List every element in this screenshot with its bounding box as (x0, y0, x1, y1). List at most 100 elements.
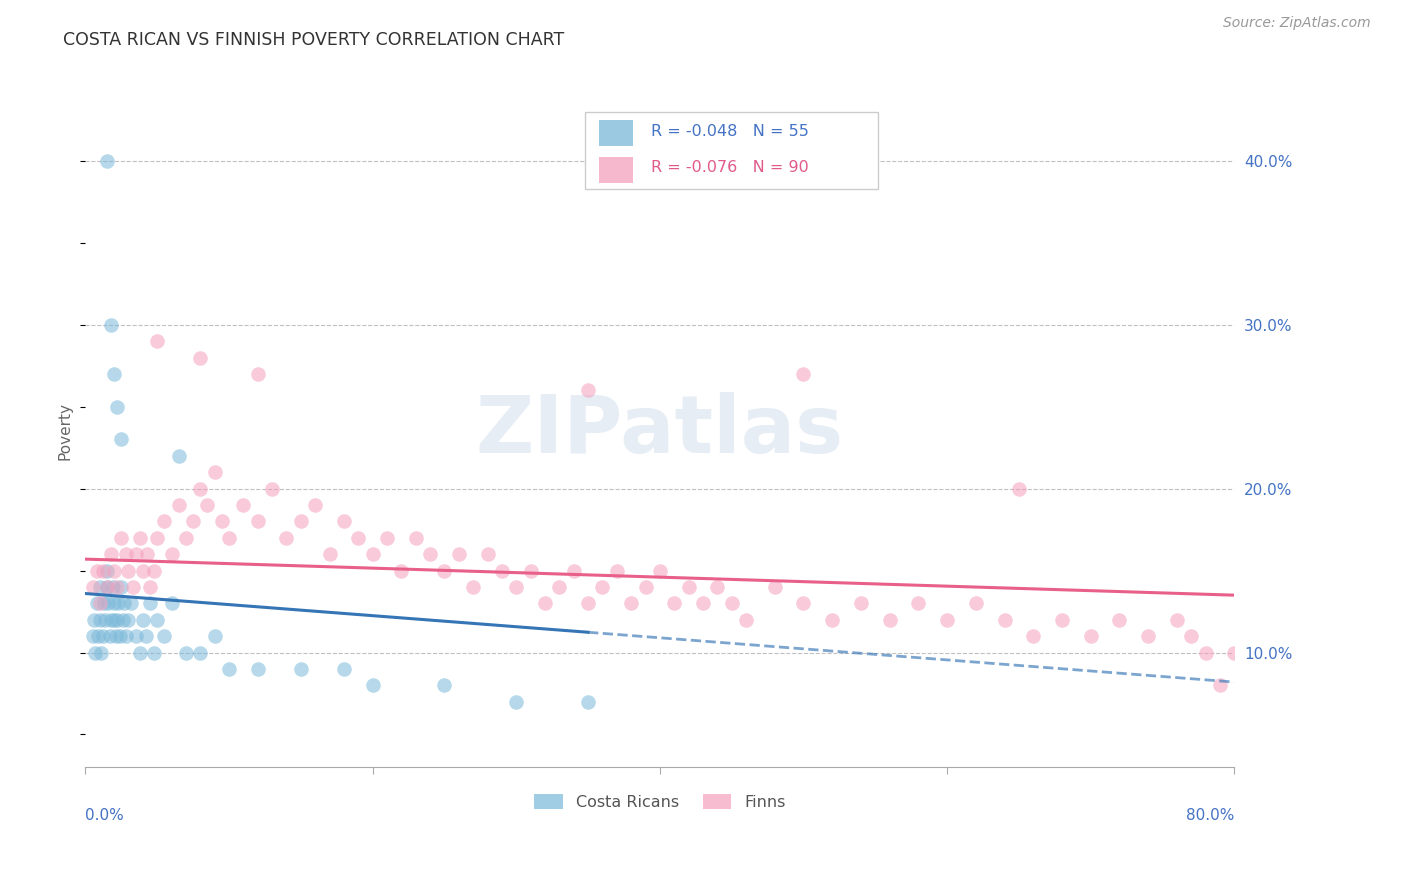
Point (1022, 629, 1045, 643)
Point (107, 596, 129, 610)
Point (361, 678, 384, 692)
Point (519, 564, 541, 578)
Point (491, 564, 513, 578)
Point (188, 646, 211, 660)
Point (505, 695, 527, 709)
Point (136, 547, 159, 561)
Bar (585, 112, 879, 189)
Point (218, 531, 240, 545)
Point (89, 596, 111, 610)
Point (167, 498, 190, 512)
Point (96, 564, 118, 578)
Point (87, 629, 110, 643)
Point (94, 613, 117, 627)
Point (129, 646, 152, 660)
Point (135, 629, 157, 643)
Point (405, 531, 427, 545)
Point (548, 580, 571, 594)
Point (110, 531, 132, 545)
Point (290, 662, 312, 676)
Point (433, 678, 456, 692)
Point (117, 564, 139, 578)
Point (146, 334, 169, 348)
Point (112, 596, 135, 610)
Point (167, 449, 190, 463)
Point (763, 580, 786, 594)
Text: Source: ZipAtlas.com: Source: ZipAtlas.com (1223, 16, 1371, 30)
Point (318, 547, 340, 561)
Point (246, 662, 269, 676)
Point (735, 613, 758, 627)
Point (103, 367, 125, 381)
Point (879, 613, 901, 627)
Point (1108, 613, 1130, 627)
Point (188, 482, 211, 496)
Point (463, 580, 485, 594)
Point (139, 596, 162, 610)
Point (103, 564, 125, 578)
Point (82, 580, 104, 594)
Point (849, 596, 872, 610)
Point (101, 580, 124, 594)
Point (108, 629, 131, 643)
Point (419, 547, 441, 561)
Text: COSTA RICAN VS FINNISH POVERTY CORRELATION CHART: COSTA RICAN VS FINNISH POVERTY CORRELATI… (63, 31, 565, 49)
Point (103, 596, 125, 610)
Point (262, 482, 284, 496)
Point (706, 580, 728, 594)
Point (792, 596, 814, 610)
Point (576, 596, 599, 610)
Point (505, 580, 527, 594)
Text: R = -0.076   N = 90: R = -0.076 N = 90 (651, 161, 808, 176)
Point (290, 515, 312, 529)
Point (82, 629, 104, 643)
Point (664, 596, 686, 610)
Point (333, 515, 356, 529)
Point (678, 580, 700, 594)
Point (143, 564, 166, 578)
Point (91, 629, 114, 643)
Text: ZIPatlas: ZIPatlas (475, 392, 844, 470)
Point (936, 613, 959, 627)
Point (1137, 629, 1160, 643)
Y-axis label: Poverty: Poverty (58, 402, 72, 460)
Point (174, 531, 197, 545)
Point (132, 564, 155, 578)
Text: 80.0%: 80.0% (1187, 807, 1234, 822)
Point (105, 613, 128, 627)
Point (89, 613, 111, 627)
Point (104, 629, 127, 643)
Point (1194, 646, 1216, 660)
Point (124, 629, 146, 643)
Point (246, 515, 269, 529)
Point (1223, 646, 1246, 660)
Point (129, 531, 152, 545)
Point (246, 367, 269, 381)
Legend: Costa Ricans, Finns: Costa Ricans, Finns (527, 788, 792, 816)
Point (110, 580, 132, 594)
Point (121, 580, 143, 594)
Point (720, 596, 742, 610)
Point (361, 547, 384, 561)
Point (114, 547, 136, 561)
Point (606, 564, 628, 578)
Point (197, 498, 219, 512)
Point (105, 400, 128, 414)
Point (132, 613, 155, 627)
Point (276, 531, 298, 545)
Point (100, 547, 122, 561)
Point (111, 613, 134, 627)
Point (153, 629, 176, 643)
Point (110, 433, 132, 447)
Point (534, 596, 557, 610)
Point (692, 596, 714, 610)
Point (86, 564, 108, 578)
Point (98, 629, 121, 643)
Point (620, 596, 643, 610)
Point (89, 580, 111, 594)
Point (84, 646, 107, 660)
Point (389, 564, 412, 578)
Point (96, 580, 118, 594)
Point (204, 629, 226, 643)
Point (447, 547, 470, 561)
